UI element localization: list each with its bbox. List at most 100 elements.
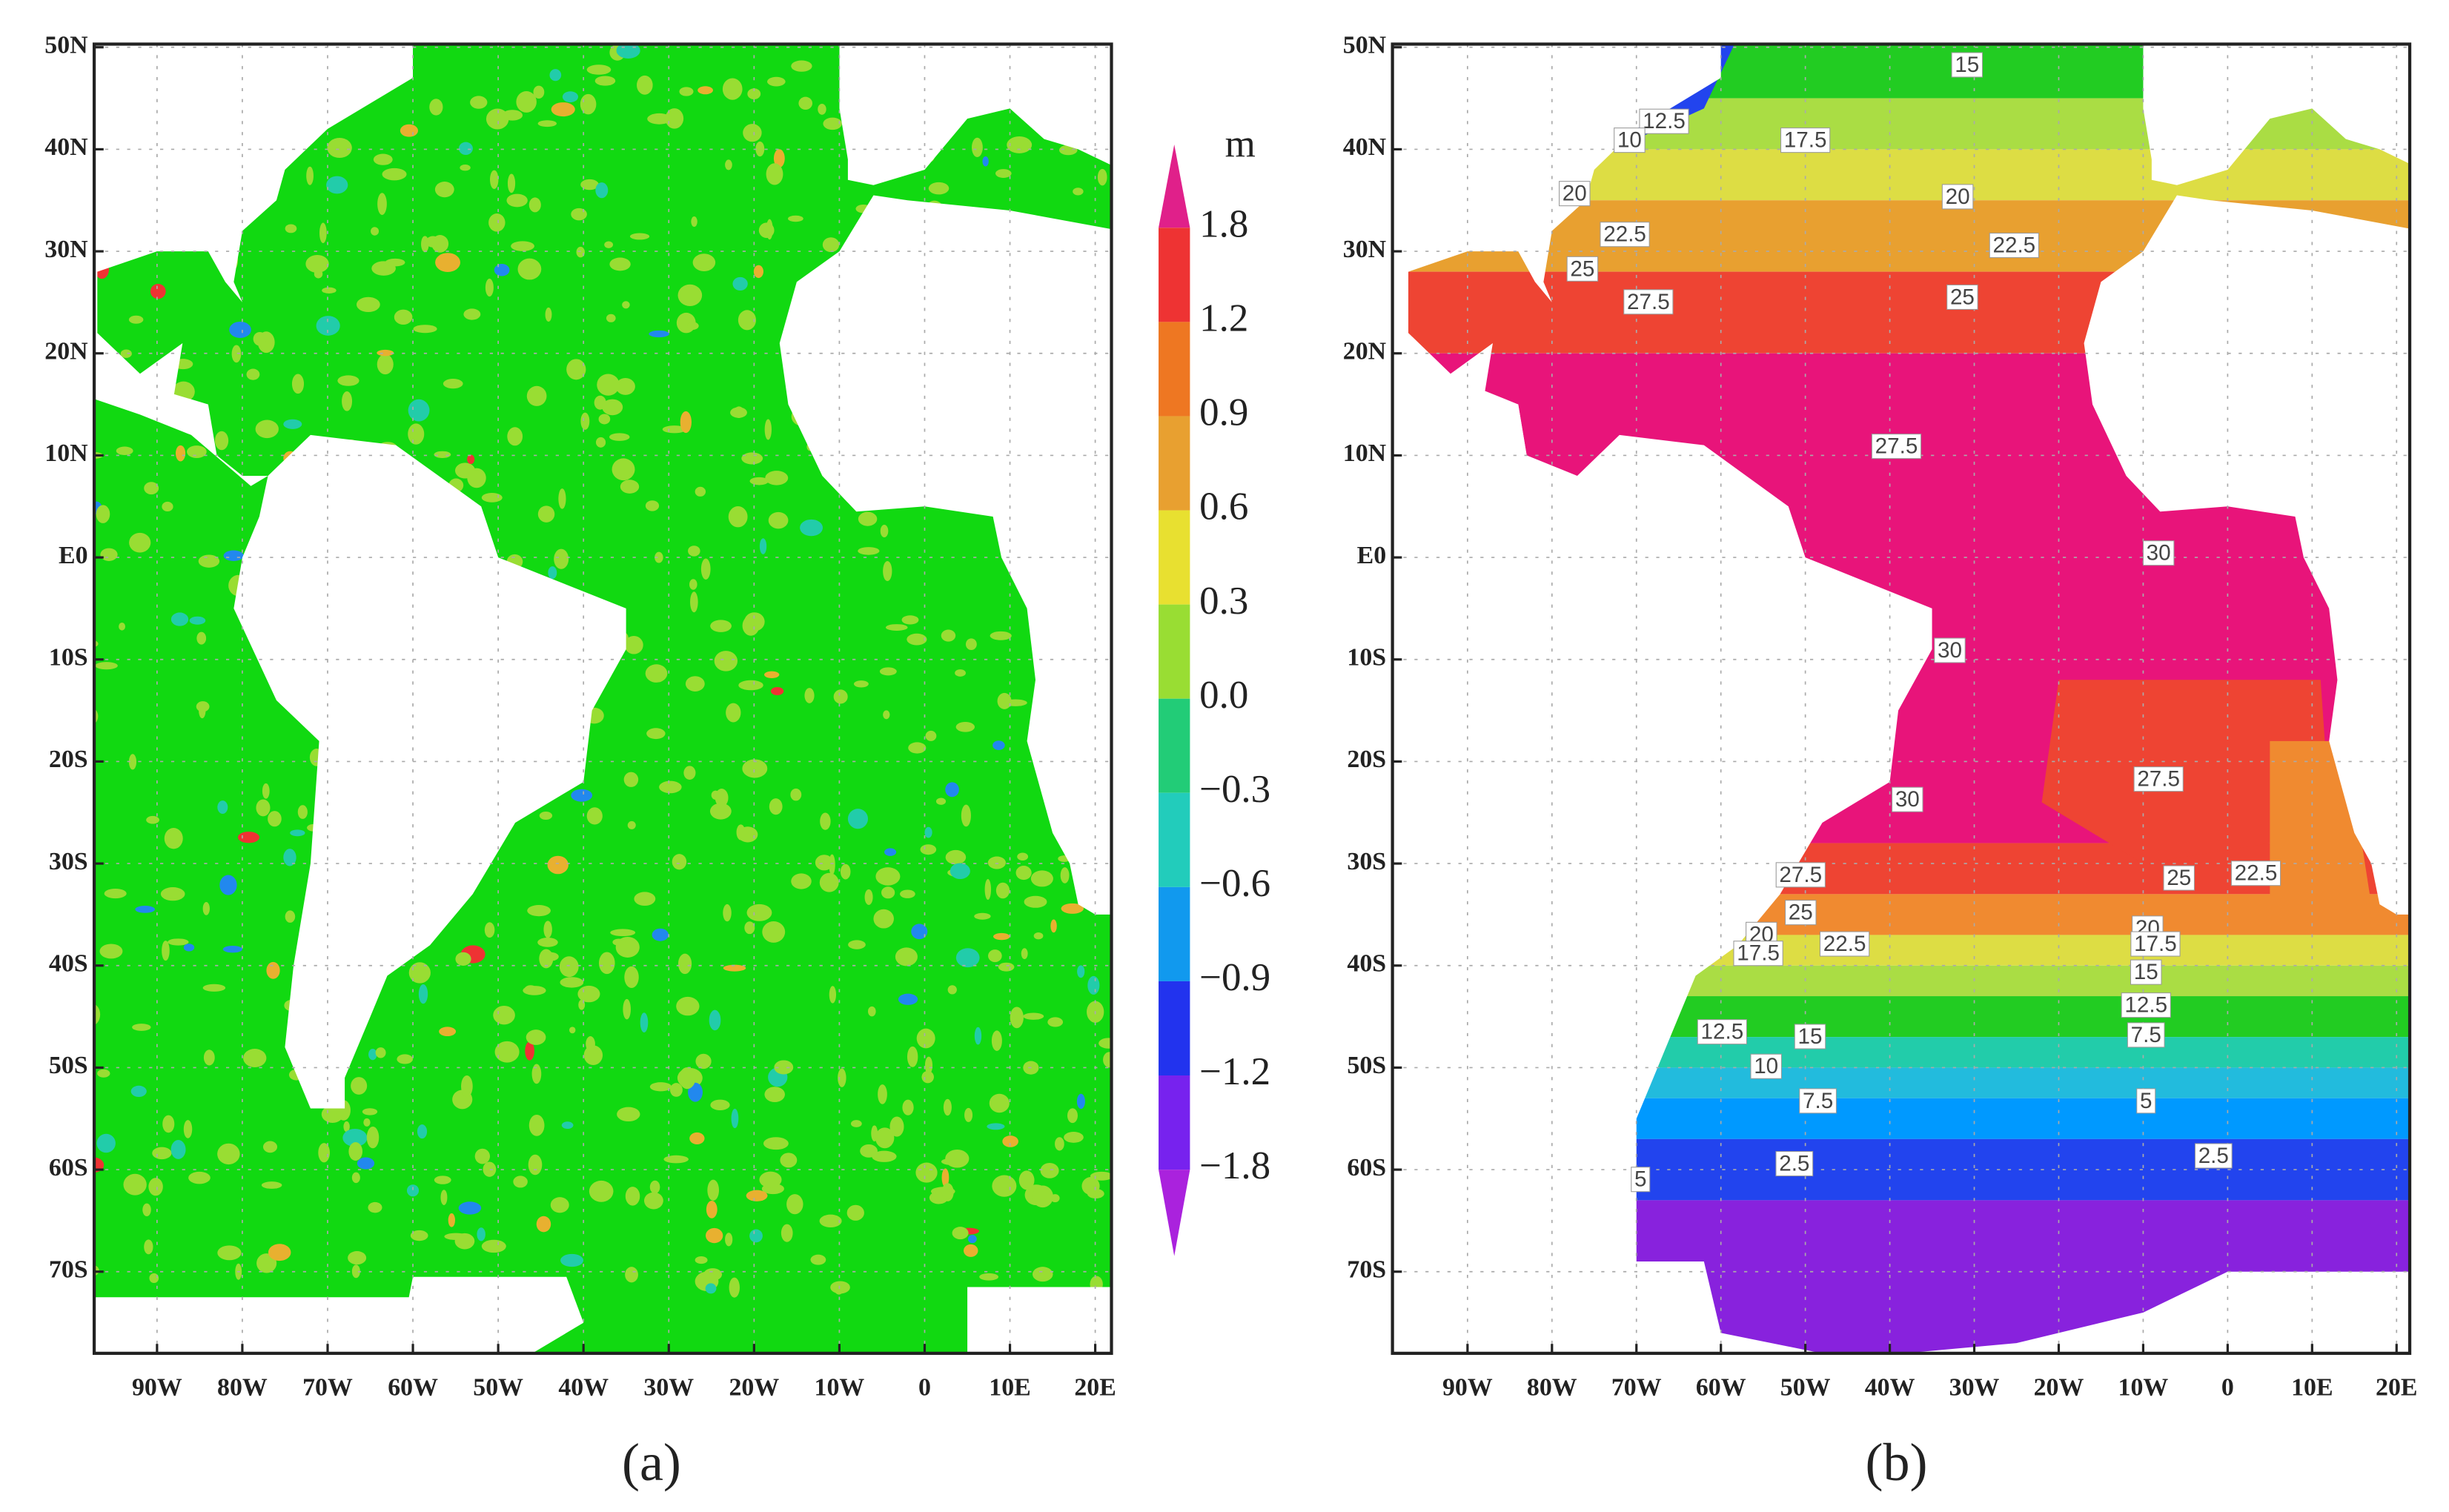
anomaly-patch: [454, 1233, 475, 1250]
anomaly-patch: [1015, 866, 1032, 881]
anomaly-patch: [255, 420, 279, 439]
anomaly-patch: [363, 1118, 371, 1127]
anomaly-patch: [104, 888, 127, 899]
anomaly-patch: [649, 330, 669, 338]
anomaly-patch: [598, 952, 615, 975]
anomaly-patch: [790, 788, 802, 801]
anomaly-patch: [132, 1024, 151, 1031]
anomaly-patch: [901, 615, 919, 625]
y-tick-label: 30N: [44, 236, 88, 263]
contour-label: 27.5: [1627, 290, 1670, 314]
colorbar-label: 0.3: [1199, 580, 1248, 623]
x-tick-label: 20E: [1074, 1373, 1116, 1401]
y-tick-label: 60S: [49, 1154, 88, 1181]
anomaly-patch: [868, 1006, 876, 1017]
anomaly-patch: [818, 103, 826, 115]
anomaly-patch: [858, 547, 880, 555]
anomaly-patch: [533, 85, 545, 99]
contour-label-box: [2121, 992, 2171, 1018]
anomaly-patch: [148, 1178, 163, 1196]
anomaly-patch: [580, 179, 599, 190]
anomaly-patch: [768, 511, 789, 529]
anomaly-patch: [710, 620, 732, 632]
anomaly-patch: [928, 182, 950, 195]
anomaly-patch: [175, 445, 186, 462]
land: [2084, 195, 2410, 915]
anomaly-patch: [1060, 867, 1070, 883]
anomaly-patch: [561, 1121, 574, 1130]
anomaly-patch: [100, 548, 118, 561]
anomaly-patch: [689, 579, 697, 590]
anomaly-patch: [168, 938, 189, 946]
anomaly-patch: [1004, 699, 1027, 706]
colorbar-segment: [1159, 228, 1190, 322]
anomaly-patch: [408, 962, 431, 984]
anomaly-patch: [920, 844, 937, 855]
contour-label-box: [1989, 233, 2039, 259]
anomaly-patch: [690, 591, 698, 613]
anomaly-patch: [838, 1068, 846, 1087]
anomaly-patch: [964, 1107, 973, 1122]
contour-label-box: [1799, 1088, 1837, 1114]
anomaly-patch: [394, 309, 413, 325]
anomaly-patch: [749, 1229, 763, 1243]
anomaly-patch: [1050, 919, 1057, 933]
anomaly-patch: [705, 1283, 717, 1294]
anomaly-patch: [709, 803, 732, 820]
anomaly-patch: [955, 669, 966, 677]
anomaly-patch: [987, 856, 1006, 869]
anomaly-patch: [318, 1143, 330, 1163]
x-tick-label: 90W: [1442, 1373, 1493, 1401]
anomaly-patch: [598, 414, 611, 425]
anomaly-patch: [474, 1148, 491, 1164]
anomaly-patch: [385, 258, 405, 267]
anomaly-patch: [1030, 870, 1053, 887]
anomaly-patch: [1007, 136, 1033, 153]
x-tick-label: 0: [918, 1373, 931, 1401]
anomaly-patch: [217, 800, 228, 814]
anomaly-patch: [774, 1060, 794, 1075]
masked-area: [1392, 1261, 2410, 1353]
anomaly-patch: [554, 548, 569, 569]
anomaly-patch: [586, 64, 612, 75]
anomaly-patch: [759, 538, 767, 554]
anomaly-patch: [974, 1027, 982, 1045]
anomaly-patch: [94, 1004, 101, 1025]
anomaly-patch: [586, 1036, 595, 1052]
anomaly-patch: [576, 246, 585, 258]
anomaly-patch: [725, 1233, 733, 1247]
anomaly-patch: [1087, 975, 1100, 995]
contour-label: 7.5: [2131, 1023, 2161, 1047]
contour-label: 10: [1617, 128, 1642, 153]
anomaly-patch: [316, 316, 340, 336]
anomaly-patch: [602, 399, 623, 416]
contour-label-box: [2130, 931, 2181, 957]
anomaly-patch: [196, 631, 207, 645]
anomaly-patch: [647, 113, 672, 125]
anomaly-patch: [915, 1162, 938, 1183]
caption-b: (b): [1866, 1433, 1928, 1492]
anomaly-patch: [243, 1048, 267, 1067]
anomaly-patch: [850, 1120, 862, 1127]
colorbar-segment: [1159, 886, 1190, 981]
anomaly-patch: [467, 454, 475, 465]
anomaly-patch: [595, 437, 606, 448]
anomaly-patch: [624, 635, 643, 654]
anomaly-patch: [669, 1083, 683, 1097]
anomaly-patch: [443, 379, 463, 389]
anomaly-patch: [528, 1114, 545, 1136]
anomaly-patch: [319, 222, 327, 244]
anomaly-patch: [634, 892, 656, 906]
anomaly-patch: [615, 377, 635, 395]
anomaly-patch: [549, 69, 562, 82]
anomaly-patch: [199, 703, 206, 719]
anomaly-patch: [786, 1194, 803, 1215]
anomaly-patch: [162, 501, 173, 512]
anomaly-patch: [460, 164, 471, 171]
y-tick-label: 50S: [1347, 1052, 1386, 1079]
anomaly-patch: [217, 1245, 242, 1261]
anomaly-patch: [152, 1147, 172, 1160]
anomaly-patch: [741, 452, 763, 465]
contour-label: 22.5: [1603, 222, 1646, 247]
anomaly-patch: [700, 558, 711, 580]
